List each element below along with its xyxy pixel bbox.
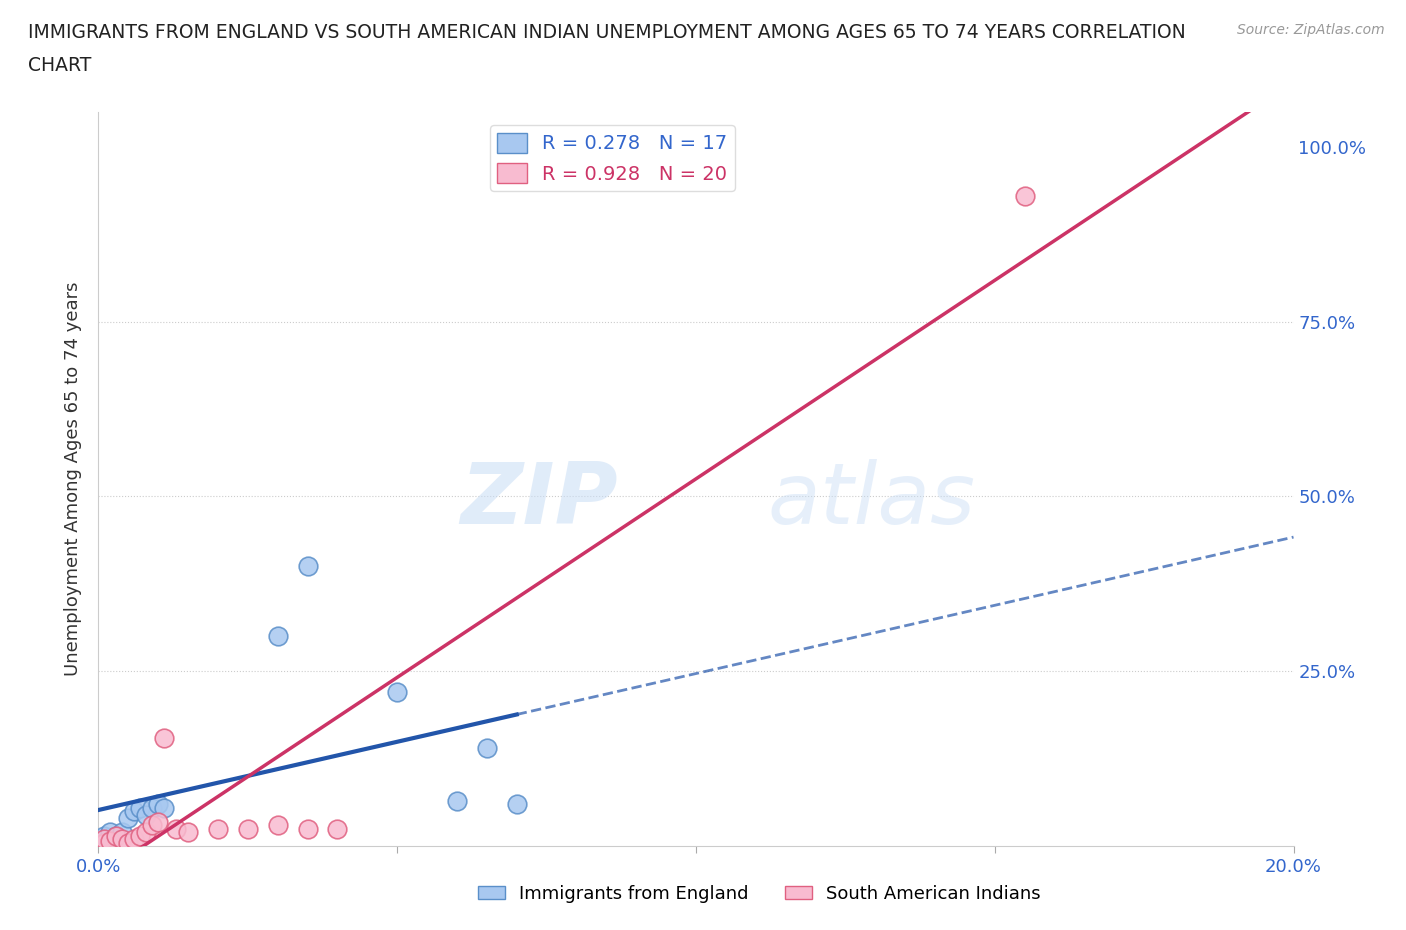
Legend: Immigrants from England, South American Indians: Immigrants from England, South American …: [471, 877, 1047, 910]
Point: [105, 829, 128, 844]
Point: [117, 835, 139, 850]
Point: [506, 797, 529, 812]
Text: IMMIGRANTS FROM ENGLAND VS SOUTH AMERICAN INDIAN UNEMPLOYMENT AMONG AGES 65 TO 7: IMMIGRANTS FROM ENGLAND VS SOUTH AMERICA…: [28, 23, 1185, 42]
Point: [1014, 188, 1036, 203]
Point: [117, 811, 139, 826]
Point: [111, 831, 134, 846]
Point: [124, 804, 146, 818]
Text: CHART: CHART: [28, 56, 91, 74]
Text: ZIP: ZIP: [461, 459, 619, 542]
Point: [475, 741, 498, 756]
Point: [135, 825, 157, 840]
Point: [326, 821, 349, 836]
Point: [177, 825, 200, 840]
Y-axis label: Unemployment Among Ages 65 to 74 years: Unemployment Among Ages 65 to 74 years: [63, 282, 82, 676]
Point: [267, 817, 290, 832]
Point: [148, 815, 170, 830]
Point: [93, 835, 115, 850]
Point: [135, 807, 157, 822]
Point: [236, 821, 259, 836]
Point: [446, 793, 468, 808]
Point: [93, 829, 115, 844]
Point: [129, 801, 152, 816]
Text: atlas: atlas: [768, 459, 976, 542]
Point: [105, 829, 128, 844]
Point: [267, 629, 290, 644]
Point: [153, 801, 176, 816]
Point: [111, 825, 134, 840]
Point: [297, 559, 319, 574]
Point: [98, 833, 122, 848]
Point: [165, 821, 187, 836]
Point: [98, 825, 122, 840]
Point: [207, 821, 229, 836]
Point: [297, 821, 319, 836]
Point: [141, 817, 163, 832]
Point: [153, 730, 176, 745]
Point: [385, 684, 409, 699]
Point: [129, 829, 152, 844]
Text: Source: ZipAtlas.com: Source: ZipAtlas.com: [1237, 23, 1385, 37]
Point: [93, 831, 115, 846]
Point: [148, 797, 170, 812]
Point: [141, 801, 163, 816]
Legend: R = 0.278   N = 17, R = 0.928   N = 20: R = 0.278 N = 17, R = 0.928 N = 20: [489, 125, 735, 192]
Point: [124, 831, 146, 846]
